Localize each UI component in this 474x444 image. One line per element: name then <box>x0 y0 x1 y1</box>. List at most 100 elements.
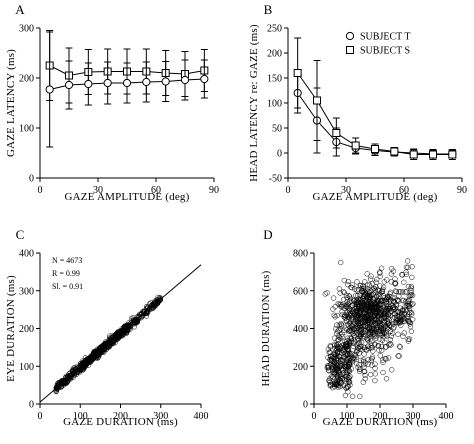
scatter-point <box>362 360 369 366</box>
scatter-point <box>352 299 359 305</box>
scatter-point <box>348 316 354 322</box>
scatter-point <box>399 271 405 278</box>
scatter-point <box>326 367 332 373</box>
scatter-point <box>341 314 348 320</box>
scatter-point <box>397 344 403 350</box>
scatter-point <box>346 361 353 368</box>
scatter-point <box>409 274 415 281</box>
regression-line <box>39 264 202 403</box>
scatter-point <box>376 319 382 325</box>
scatter-point <box>345 347 351 354</box>
scatter-point <box>360 298 366 304</box>
scatter-point <box>155 294 161 300</box>
scatter-point <box>364 271 370 277</box>
scatter-point <box>133 318 139 324</box>
scatter-point <box>408 287 414 293</box>
scatter-point <box>104 343 110 349</box>
scatter-point <box>74 363 80 369</box>
scatter-point <box>341 376 347 383</box>
scatter-point <box>361 293 367 299</box>
scatter-point <box>144 309 150 315</box>
scatter-point <box>396 289 402 295</box>
scatter-point <box>334 342 340 348</box>
x-tick-label: 0 <box>312 411 317 422</box>
y-axis-title: EYE DURATION (ms) <box>5 275 17 382</box>
scatter-point <box>374 322 380 328</box>
scatter-point <box>381 294 388 301</box>
scatter-point <box>377 336 383 342</box>
scatter-point <box>393 288 399 295</box>
scatter-point <box>334 349 340 355</box>
scatter-point <box>357 393 363 400</box>
scatter-point <box>370 331 377 337</box>
scatter-point <box>341 277 347 284</box>
scatter-point <box>358 328 364 334</box>
scatter-point <box>354 315 360 321</box>
scatter-point <box>380 357 386 363</box>
scatter-point <box>367 320 373 326</box>
scatter-point <box>407 321 413 327</box>
scatter-point <box>405 298 411 305</box>
scatter-point <box>373 310 379 316</box>
scatter-point <box>136 311 142 317</box>
series-square <box>293 37 457 160</box>
scatter-point <box>373 325 380 331</box>
scatter-point <box>337 377 343 383</box>
scatter-point <box>347 327 353 333</box>
data-point <box>448 150 457 159</box>
scatter-point <box>381 330 387 337</box>
scatter-point <box>92 353 98 359</box>
scatter-point <box>363 303 369 310</box>
y-tick-label: 150 <box>267 74 282 85</box>
scatter-point <box>326 377 333 383</box>
x-tick-label: 300 <box>153 411 168 422</box>
scatter-point <box>359 288 365 294</box>
scatter-point <box>114 332 120 338</box>
scatter-point <box>381 279 387 285</box>
data-point <box>371 145 379 153</box>
scatter-point <box>388 271 395 277</box>
scatter-point <box>330 362 337 368</box>
scatter-point <box>143 313 150 319</box>
data-point <box>122 78 132 88</box>
panel-letter: C <box>16 227 25 242</box>
scatter-point <box>400 333 406 339</box>
y-axis-title: GAZE LATENCY (ms) <box>5 49 17 157</box>
scatter-point <box>343 318 350 324</box>
scatter-point <box>62 378 68 385</box>
scatter-point <box>357 327 364 333</box>
scatter-point <box>93 350 99 356</box>
scatter-point <box>356 340 362 346</box>
scatter-point <box>90 355 96 361</box>
scatter-point <box>348 316 355 322</box>
scatter-point <box>368 276 374 282</box>
y-tick-label: 600 <box>293 286 308 297</box>
y-axis-title: HEAD LATENCY re: GAZE (ms) <box>248 24 260 182</box>
y-tick-label: 0 <box>29 174 34 185</box>
scatter-point <box>406 318 412 325</box>
x-axis-title: GAZE AMPLITUDE (deg) <box>313 191 438 203</box>
scatter-point <box>368 342 375 348</box>
scatter-point <box>334 328 341 334</box>
scatter-point <box>389 367 395 373</box>
scatter-point <box>350 343 356 349</box>
scatter-point <box>346 323 352 329</box>
scatter-point <box>344 335 351 341</box>
scatter-point <box>399 313 405 319</box>
scatter-point <box>378 265 385 271</box>
scatter-point <box>383 376 390 382</box>
panel-b: B 0 30 60 90 -50 0 50 100 150 200 250 GAZE AMPLITUDE… <box>248 2 467 203</box>
scatter-point <box>402 289 408 295</box>
scatter-point <box>331 341 337 348</box>
scatter-point <box>336 322 343 328</box>
scatter-point <box>347 373 353 380</box>
series-line <box>297 72 453 155</box>
scatter-point <box>398 289 404 295</box>
scatter-point <box>362 372 368 379</box>
x-tick-label: 30 <box>341 185 351 196</box>
scatter-point <box>401 330 407 336</box>
scatter-point <box>388 342 394 348</box>
scatter-point <box>344 327 350 333</box>
stat-annotation: R = 0.99 <box>52 269 80 278</box>
